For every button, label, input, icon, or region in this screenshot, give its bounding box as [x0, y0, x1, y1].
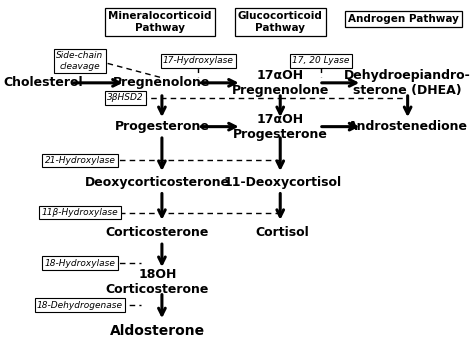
Text: Androgen Pathway: Androgen Pathway: [347, 14, 458, 24]
Text: Aldosterone: Aldosterone: [110, 324, 205, 338]
Text: Mineralocorticoid
Pathway: Mineralocorticoid Pathway: [108, 11, 211, 33]
Text: 21-Hydroxylase: 21-Hydroxylase: [45, 156, 116, 165]
Text: Progesterone: Progesterone: [115, 120, 210, 133]
Text: 18-Hydroxylase: 18-Hydroxylase: [45, 259, 116, 267]
Text: 17, 20 Lyase: 17, 20 Lyase: [292, 57, 350, 65]
Text: Deoxycorticosterone: Deoxycorticosterone: [85, 176, 230, 189]
Text: 17αOH
Pregnenolone: 17αOH Pregnenolone: [231, 69, 329, 97]
Text: 3βHSD2: 3βHSD2: [107, 93, 144, 102]
Text: 18OH
Corticosterone: 18OH Corticosterone: [106, 268, 209, 296]
Text: Cortisol: Cortisol: [255, 226, 310, 239]
Text: Side-chain
cleavage: Side-chain cleavage: [56, 51, 104, 71]
Text: Dehydroepiandro-
sterone (DHEA): Dehydroepiandro- sterone (DHEA): [344, 69, 471, 97]
Text: Glucocorticoid
Pathway: Glucocorticoid Pathway: [238, 11, 323, 33]
Text: 11β-Hydroxylase: 11β-Hydroxylase: [42, 208, 118, 217]
Text: 17-Hydroxylase: 17-Hydroxylase: [163, 57, 234, 65]
Text: 18-Dehydrogenase: 18-Dehydrogenase: [37, 301, 123, 310]
Text: 11-Deoxycortisol: 11-Deoxycortisol: [223, 176, 342, 189]
Text: Pregnenolone: Pregnenolone: [113, 76, 210, 90]
Text: Corticosterone: Corticosterone: [106, 226, 209, 239]
Text: 17αOH
Progesterone: 17αOH Progesterone: [233, 113, 328, 141]
Text: Cholesterol: Cholesterol: [4, 76, 83, 90]
Text: Androstenedione: Androstenedione: [347, 120, 468, 133]
